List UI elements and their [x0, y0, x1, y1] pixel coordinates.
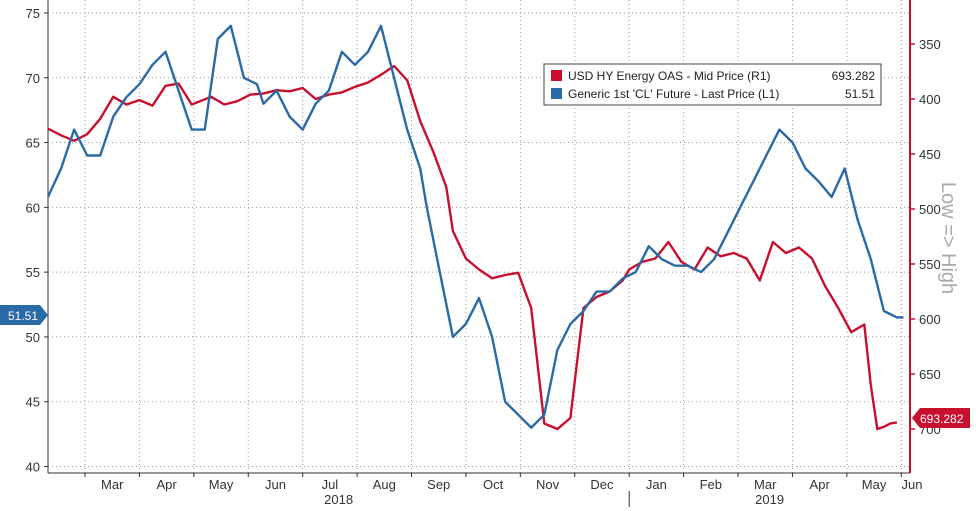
right-tick-label: 450 [919, 147, 941, 162]
callout-cl-last: 51.51 [0, 305, 48, 325]
x-tick-label: Apr [157, 477, 178, 492]
legend-swatch-cl [551, 88, 562, 99]
x-tick-label: Nov [536, 477, 560, 492]
right-tick-label: 500 [919, 202, 941, 217]
left-tick-label: 45 [26, 395, 40, 410]
legend-label-cl: Generic 1st 'CL' Future - Last Price (L1… [568, 87, 779, 101]
right-axis-side-label: Low => High [937, 182, 959, 294]
x-axis-ticks: Mar Apr May Jun Jul Aug Sep Oct Nov Dec Jan Feb Mar A… [84, 473, 923, 507]
left-tick-label: 70 [26, 71, 40, 86]
x-tick-label: Sep [427, 477, 450, 492]
left-tick-label: 50 [26, 330, 40, 345]
year-label-2019: 2019 [755, 492, 784, 507]
x-tick-label: Mar [754, 477, 777, 492]
year-label-2018: 2018 [324, 492, 353, 507]
left-axis-ticks: 40 45 50 55 60 65 70 75 [26, 6, 48, 475]
series-line-cl [46, 24, 904, 429]
x-tick-label: Apr [810, 477, 831, 492]
right-tick-label: 400 [919, 92, 941, 107]
x-tick-label: Jun [265, 477, 286, 492]
svg-text:693.282: 693.282 [920, 412, 964, 426]
left-tick-label: 55 [26, 265, 40, 280]
x-tick-label: Aug [373, 477, 396, 492]
legend-value-oas: 693.282 [832, 69, 876, 83]
x-tick-label: Mar [101, 477, 124, 492]
callout-oas-last: 693.282 [912, 408, 970, 428]
series-lines [46, 24, 904, 431]
x-tick-label: Dec [590, 477, 614, 492]
legend-label-oas: USD HY Energy OAS - Mid Price (R1) [568, 69, 771, 83]
legend: USD HY Energy OAS - Mid Price (R1) 693.2… [543, 63, 882, 106]
left-tick-label: 65 [26, 136, 40, 151]
left-tick-label: 40 [26, 460, 40, 475]
x-tick-label: Oct [483, 477, 504, 492]
right-tick-label: 650 [919, 367, 941, 382]
x-tick-label: May [862, 477, 887, 492]
x-tick-label: May [209, 477, 234, 492]
x-tick-label: Jan [646, 477, 667, 492]
left-tick-label: 60 [26, 200, 40, 215]
right-tick-label: 350 [919, 37, 941, 52]
x-tick-label: Jul [322, 477, 339, 492]
right-tick-label: 550 [919, 257, 941, 272]
left-tick-label: 75 [26, 6, 40, 21]
svg-text:51.51: 51.51 [8, 309, 38, 323]
x-tick-label: Jun [902, 477, 923, 492]
legend-value-cl: 51.51 [845, 87, 875, 101]
right-tick-label: 600 [919, 312, 941, 327]
gridlines [48, 0, 910, 473]
legend-swatch-oas [551, 70, 562, 81]
x-tick-label: Feb [700, 477, 722, 492]
series-line-oas [47, 64, 898, 431]
